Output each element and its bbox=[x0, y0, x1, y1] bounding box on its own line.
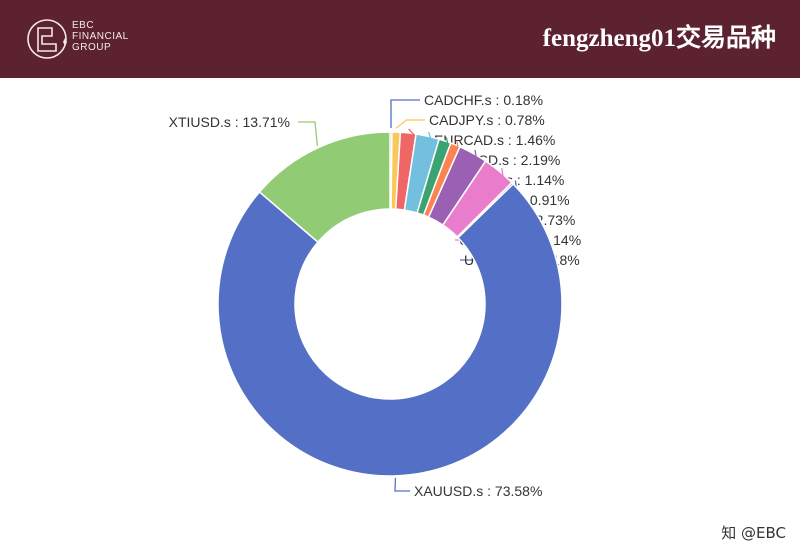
leader-line bbox=[390, 99, 420, 129]
slice-label: CADJPY.s : 0.78% bbox=[429, 112, 545, 128]
watermark: 知 @EBC bbox=[721, 524, 786, 542]
slice-label: XAUUSD.s : 73.58% bbox=[414, 483, 542, 499]
slice-label: XTIUSD.s : 13.71% bbox=[169, 114, 290, 130]
logo-text: EBC FINANCIAL GROUP bbox=[72, 20, 129, 53]
leader-line bbox=[394, 477, 410, 492]
page-title: fengzheng01交易品种 bbox=[542, 25, 776, 52]
slice-xtiusd-s bbox=[258, 131, 391, 244]
slice-label: EURCAD.s : 1.46% bbox=[434, 132, 555, 148]
donut-chart: CADCHF.s : 0.18% CADJPY.s : 0.78% EURCAD.s… bbox=[169, 92, 582, 499]
leader-line bbox=[395, 119, 425, 129]
header-banner: EBC FINANCIAL GROUP fengzheng01交易品种 bbox=[0, 0, 800, 78]
slice-xauusd-s bbox=[217, 182, 563, 477]
slice-label: CADCHF.s : 0.18% bbox=[424, 92, 543, 108]
leader-line bbox=[298, 121, 318, 146]
ebc-logo-icon bbox=[27, 19, 67, 59]
